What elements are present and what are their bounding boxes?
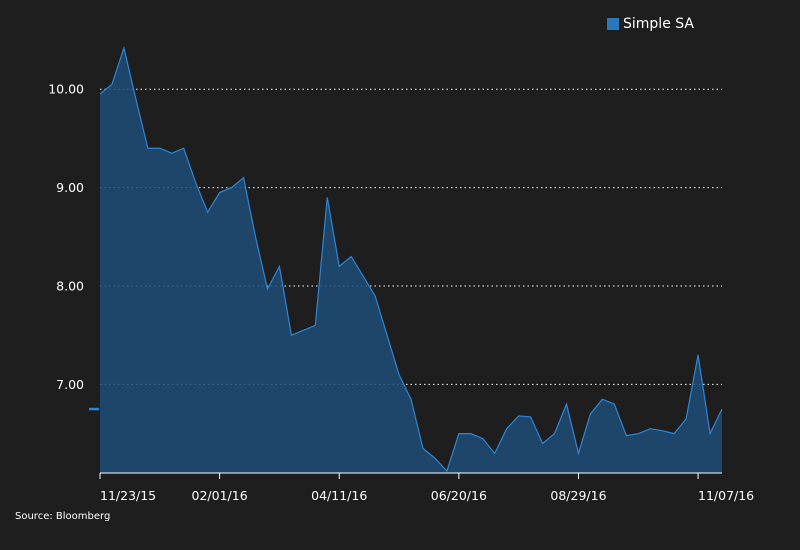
x-tick-label: 04/11/16	[311, 488, 367, 503]
series-line	[99, 45, 723, 473]
legend-label: Simple SA	[623, 16, 694, 32]
axes	[89, 407, 722, 474]
y-tick-label: 10.00	[48, 82, 84, 97]
series-area	[99, 45, 723, 474]
y-tick-label: 7.00	[56, 377, 84, 392]
legend: Simple SA	[607, 16, 694, 32]
source-note: Source: Bloomberg	[15, 511, 111, 522]
x-tick-label: 11/23/15	[100, 488, 156, 503]
series-area-fill	[100, 47, 722, 474]
x-tick-label: 06/20/16	[431, 488, 487, 503]
y-tick-labels: 7.00 8.00 9.00 10.00	[48, 82, 84, 392]
y-tick-label: 9.00	[56, 180, 84, 195]
x-tick-label: 08/29/16	[550, 488, 606, 503]
y-tick-label: 8.00	[56, 279, 84, 294]
legend-swatch	[607, 18, 619, 30]
x-ticks: 11/23/15 02/01/16 04/11/16 06/20/16 08/29/16…	[99, 473, 754, 503]
x-tick-label: 02/01/16	[192, 488, 248, 503]
x-tick-label: 11/07/16	[698, 488, 754, 503]
